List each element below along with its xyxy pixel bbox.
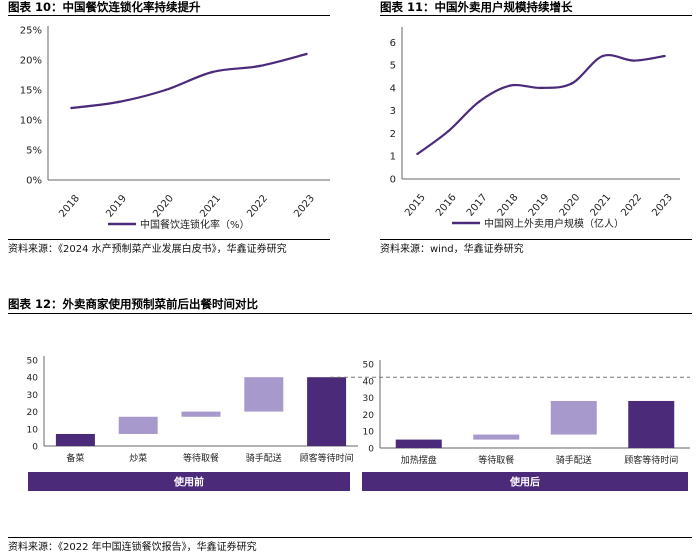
fig12-before-panel-label: 使用前	[173, 476, 204, 489]
fig11-ytick-label: 1	[390, 152, 396, 163]
fig12-after-category-label: 加热摆盘	[401, 454, 437, 466]
fig12-after-bar	[628, 400, 675, 448]
fig12-after-ytick-label: 20	[363, 411, 375, 421]
fig12-after-bar	[395, 439, 442, 448]
fig11-title-rule	[380, 15, 692, 16]
fig11-xtick-label: 2018	[496, 192, 521, 219]
fig12-before-bar	[55, 433, 95, 446]
fig12-before-bar	[307, 377, 347, 446]
fig12-after-ytick-label: 10	[363, 428, 375, 438]
fig10-data-point	[305, 52, 308, 56]
fig12-before-bar	[181, 411, 221, 417]
fig12-before-category-label: 等待取餐	[183, 452, 219, 464]
fig12-before-bar	[118, 416, 158, 434]
fig11-data-point	[508, 84, 512, 87]
fig11-series-line	[416, 54, 665, 155]
fig12-before-category-label: 备菜	[66, 452, 84, 464]
fig12-title-rule	[8, 313, 692, 314]
fig10-data-point	[164, 88, 167, 92]
fig11-data-point	[570, 82, 574, 85]
fig12-before-ytick-label: 30	[27, 391, 39, 401]
fig11-data-point	[663, 54, 666, 58]
fig11-ytick-label: 5	[390, 61, 396, 72]
fig11-legend-label: 中国网上外卖用户规模（亿人）	[484, 217, 624, 230]
fig11-ytick-label: 6	[390, 38, 396, 49]
fig12-after-ytick-label: 40	[363, 377, 375, 387]
fig11-xtick-label: 2017	[465, 192, 490, 219]
fig12-after-panel-label: 使用后	[509, 476, 540, 489]
fig11-xtick-label: 2022	[619, 192, 644, 219]
fig10-title: 图表 10：中国餐饮连锁化率持续提升	[8, 0, 201, 14]
fig12-before-ytick-label: 50	[27, 357, 39, 367]
fig11-ytick-label: 2	[390, 129, 396, 140]
fig11-data-point	[447, 129, 450, 133]
fig10-series-line	[71, 52, 307, 110]
fig12-before-ytick-label: 20	[27, 408, 39, 418]
fig10-ytick-label: 5%	[26, 146, 42, 157]
fig12-after-bar	[550, 400, 597, 435]
fig10-xtick-label: 2023	[292, 193, 317, 220]
fig11-data-point	[416, 152, 419, 156]
fig10-ytick-label: 15%	[20, 86, 42, 97]
fig10-xtick-label: 2021	[198, 193, 223, 220]
fig10-legend-label: 中国餐饮连锁化率（%）	[140, 218, 250, 231]
fig12-after-ytick-label: 0	[368, 445, 374, 455]
fig12-before-ytick-label: 40	[27, 374, 39, 384]
fig11-data-point	[539, 86, 543, 90]
fig10-data-point	[211, 70, 214, 74]
fig12-after-category-label: 等待取餐	[478, 454, 514, 466]
fig10-xtick-label: 2018	[57, 193, 82, 220]
fig12-before-category-label: 顾客等待时间	[300, 452, 354, 464]
fig12-before-ytick-label: 10	[27, 425, 39, 435]
fig10-title-rule	[8, 15, 330, 16]
fig12-after-ytick-label: 50	[363, 361, 375, 371]
fig11-xtick-label: 2016	[434, 192, 459, 219]
fig11-data-point	[632, 59, 635, 62]
fig10-source-rule	[8, 239, 330, 240]
fig12-source-rule	[8, 537, 692, 538]
fig10-source: 资料来源：《2024 水产预制菜产业发展白皮书》，华鑫证券研究	[8, 244, 287, 255]
fig11-title: 图表 11：中国外卖用户规模持续增长	[380, 0, 573, 14]
fig11-xtick-label: 2015	[403, 192, 428, 219]
fig12-after-category-label: 骑手配送	[556, 454, 592, 466]
fig11-source-rule	[380, 239, 692, 240]
fig10-ytick-label: 25%	[20, 26, 42, 37]
fig12-after-bar	[473, 434, 520, 440]
fig12-before-category-label: 骑手配送	[246, 452, 282, 464]
fig12-title: 图表 12：外卖商家使用预制菜前后出餐时间对比	[8, 297, 259, 311]
fig10-data-point	[70, 106, 73, 110]
fig11-xtick-label: 2023	[650, 192, 675, 219]
fig10-data-point	[117, 100, 120, 104]
fig11-ytick-label: 4	[390, 83, 396, 94]
fig11-ytick-label: 3	[390, 106, 396, 117]
fig10-ytick-label: 10%	[20, 116, 42, 127]
fig12-after-panel-bar	[362, 472, 688, 491]
fig11-xtick-label: 2021	[588, 192, 613, 219]
fig11-data-point	[478, 100, 481, 103]
fig11-ytick-label: 0	[390, 175, 396, 186]
fig11-xtick-label: 2019	[527, 192, 552, 219]
fig10-ytick-label: 0%	[26, 176, 42, 187]
fig10-xtick-label: 2022	[245, 193, 270, 220]
fig11-data-point	[601, 54, 604, 58]
fig12-before-panel-bar	[28, 472, 350, 491]
fig12-before-bar	[244, 377, 284, 412]
fig11-xtick-label: 2020	[558, 192, 583, 219]
fig12-before-category-label: 炒菜	[129, 452, 147, 464]
fig11-source: 资料来源：wind，华鑫证券研究	[380, 244, 524, 255]
fig10-xtick-label: 2019	[104, 193, 129, 220]
fig12-after-ytick-label: 30	[363, 394, 375, 404]
fig12-before-ytick-label: 0	[32, 443, 38, 453]
fig12-source: 资料来源：《2022 年中国连锁餐饮报告》，华鑫证券研究	[8, 542, 257, 553]
fig10-xtick-label: 2020	[151, 193, 176, 220]
fig12-after-category-label: 顾客等待时间	[624, 454, 678, 466]
fig10-ytick-label: 20%	[20, 56, 42, 67]
fig10-data-point	[258, 64, 261, 68]
